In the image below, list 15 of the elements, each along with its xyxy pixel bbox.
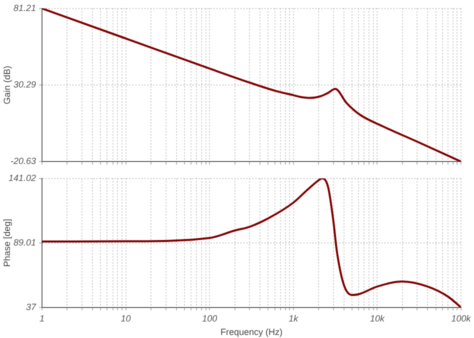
y-tick-label: -20.63	[10, 156, 36, 166]
x-tick-label: 10k	[370, 313, 385, 324]
y-tick-label: 30.29	[13, 80, 36, 90]
x-tick-label: 100	[202, 313, 218, 324]
y-axis-title: Gain (dB)	[2, 66, 12, 104]
y-tick-label: 37	[26, 302, 37, 312]
y-axis-title: Phase [deg]	[2, 218, 12, 267]
x-tick-label: 1	[39, 313, 45, 324]
x-tick-label: 10	[120, 313, 131, 324]
y-tick-label: 81.21	[13, 2, 36, 13]
x-tick-label: 100k	[451, 313, 472, 324]
y-tick-label: 141.02	[8, 172, 36, 183]
x-axis-title: Frequency (Hz)	[220, 327, 283, 338]
x-tick-label: 1k	[288, 313, 299, 324]
y-tick-label: 89.01	[13, 237, 36, 248]
